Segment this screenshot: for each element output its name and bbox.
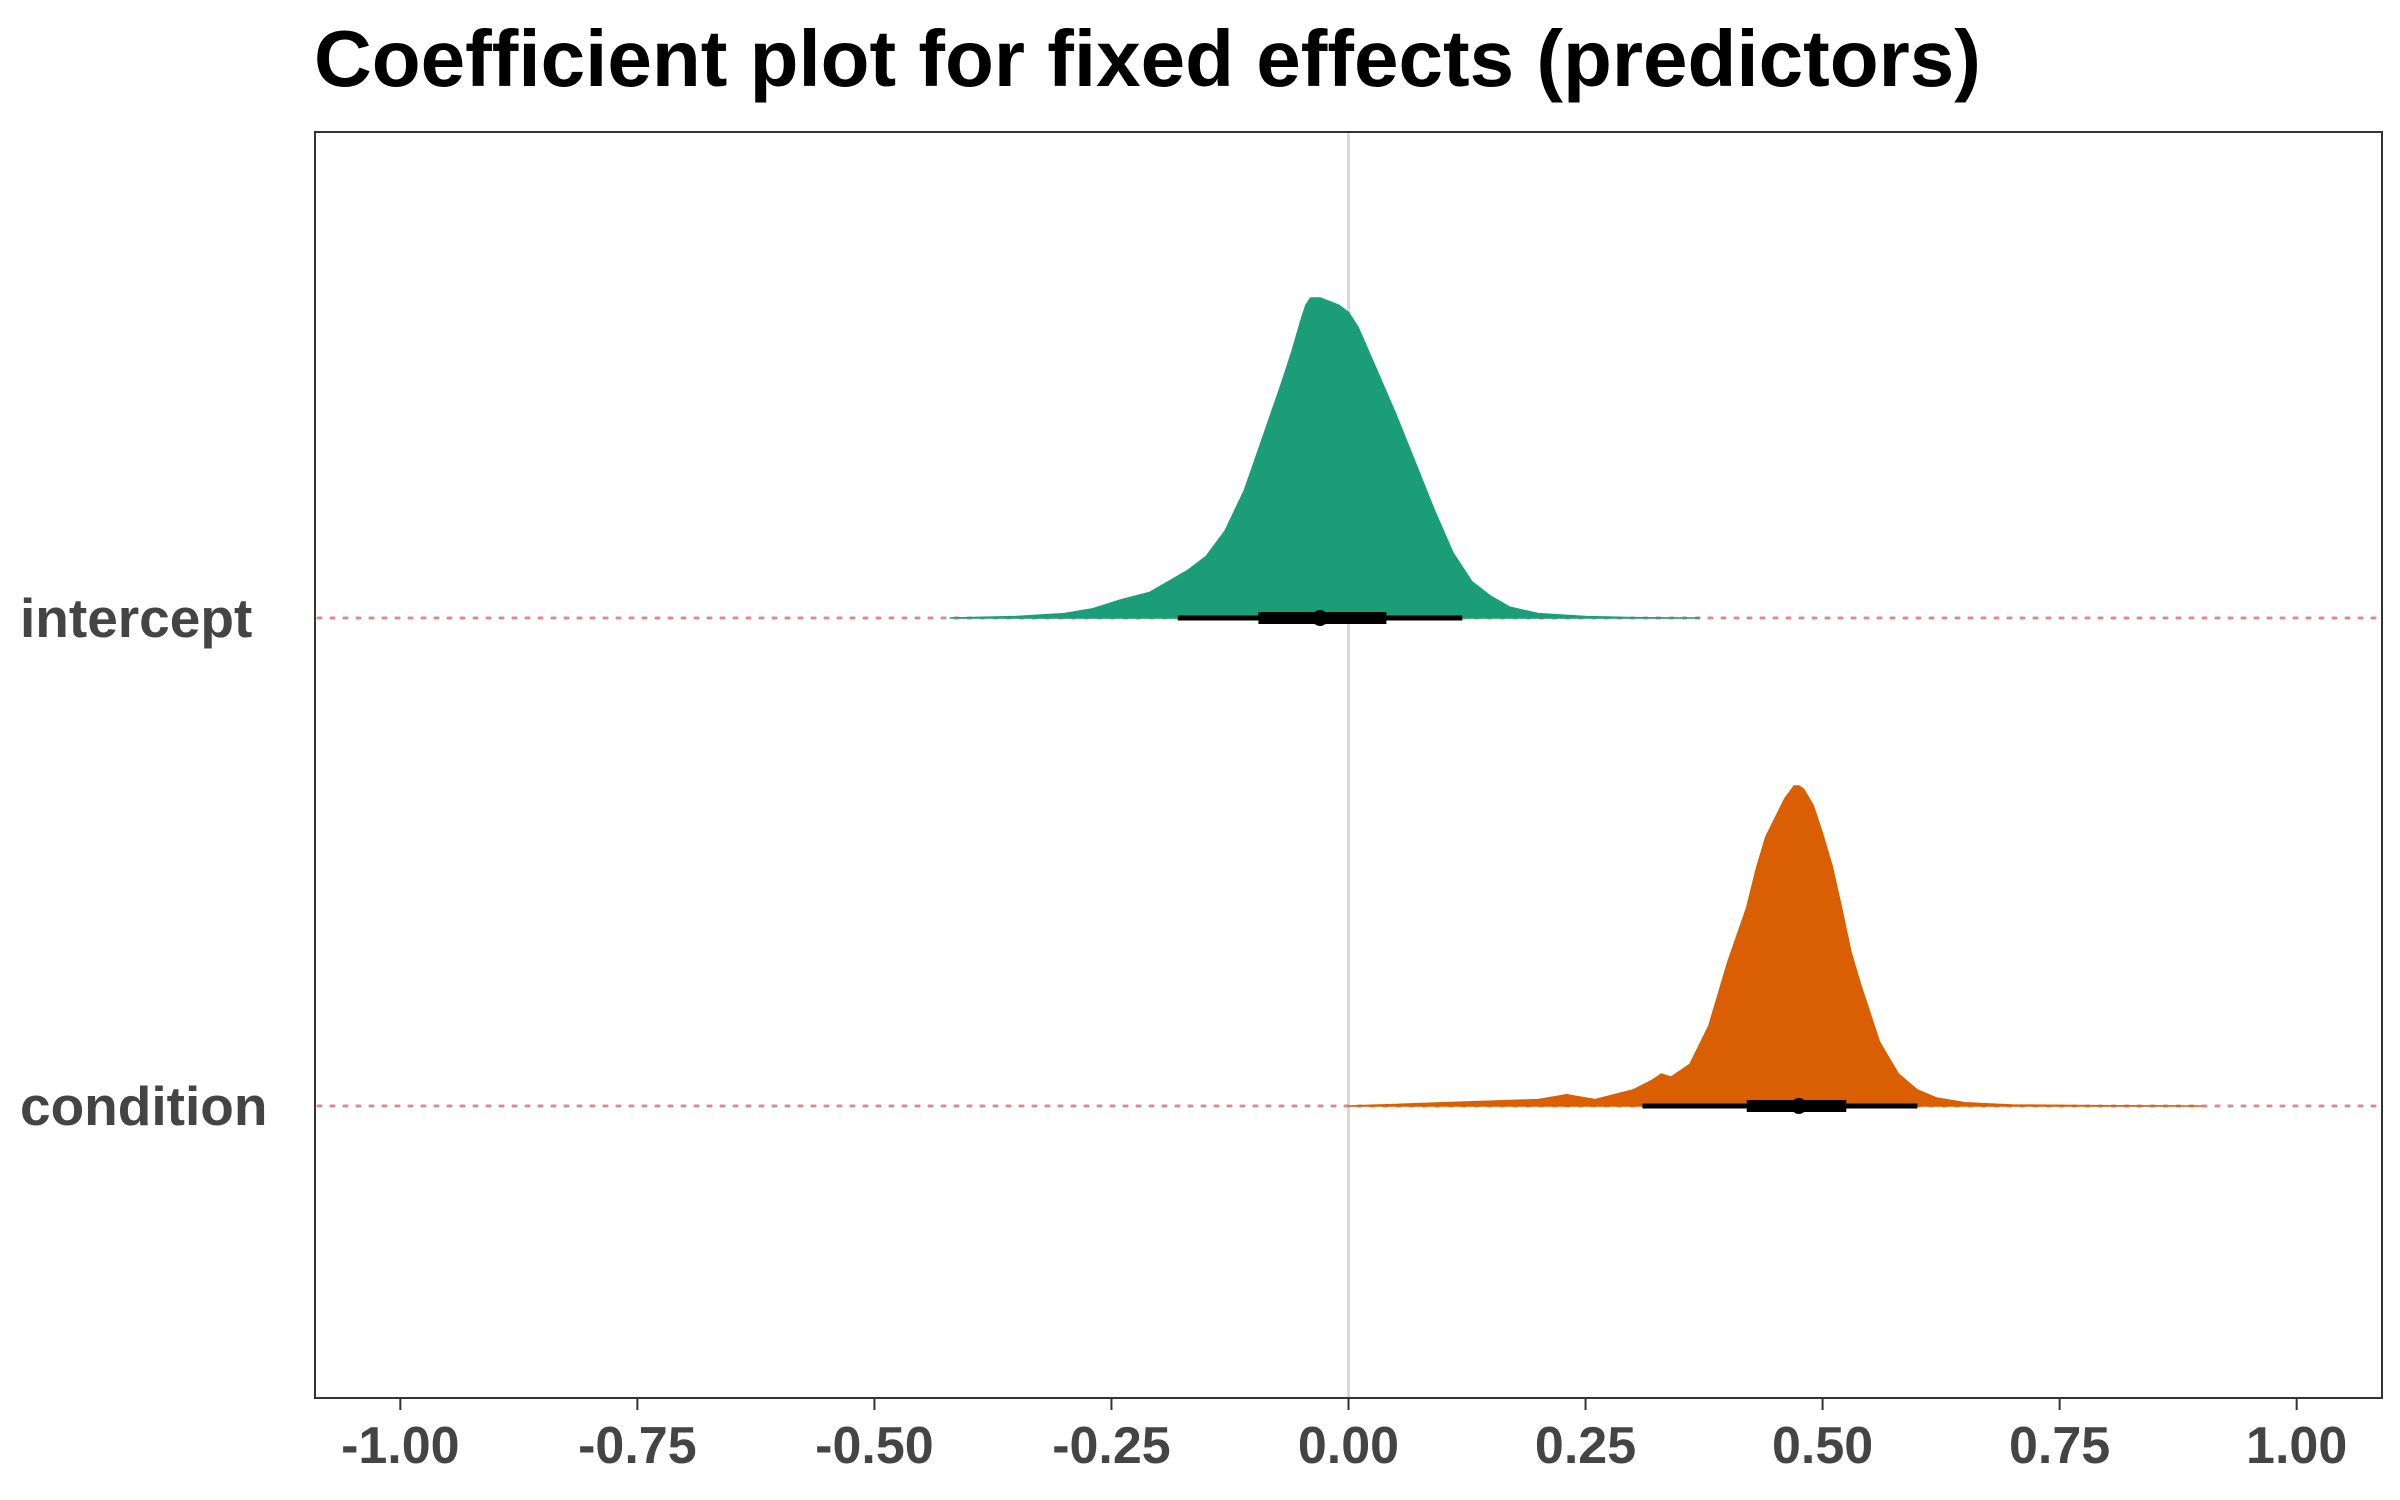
point-estimate-intercept: [1312, 610, 1329, 626]
x-tick-label: 0.25: [1535, 1417, 1636, 1475]
x-tick-label: -1.00: [341, 1417, 460, 1475]
x-tick-label: -0.25: [1052, 1417, 1171, 1475]
chart-title: Coefficient plot for fixed effects (pred…: [314, 14, 1981, 103]
plot-area: -1.00 -0.75 -0.50 -0.25 0.00 0.25 0.50 0.75 1.00…: [20, 132, 2381, 1475]
x-tick-label: -0.50: [815, 1417, 934, 1475]
panel-border: [314, 131, 2383, 1399]
x-tick-label: 0.00: [1298, 1417, 1399, 1475]
density-intercept: [949, 297, 1701, 619]
y-label-intercept: intercept: [20, 587, 252, 649]
x-tick-label: 1.00: [2246, 1417, 2347, 1475]
point-estimate-condition: [1790, 1098, 1807, 1114]
x-tick-label: 0.75: [2009, 1417, 2110, 1475]
x-tick-label: -0.75: [578, 1417, 697, 1475]
y-label-condition: condition: [20, 1075, 267, 1137]
x-tick-label: 0.50: [1772, 1417, 1873, 1475]
density-condition: [1347, 785, 2203, 1107]
